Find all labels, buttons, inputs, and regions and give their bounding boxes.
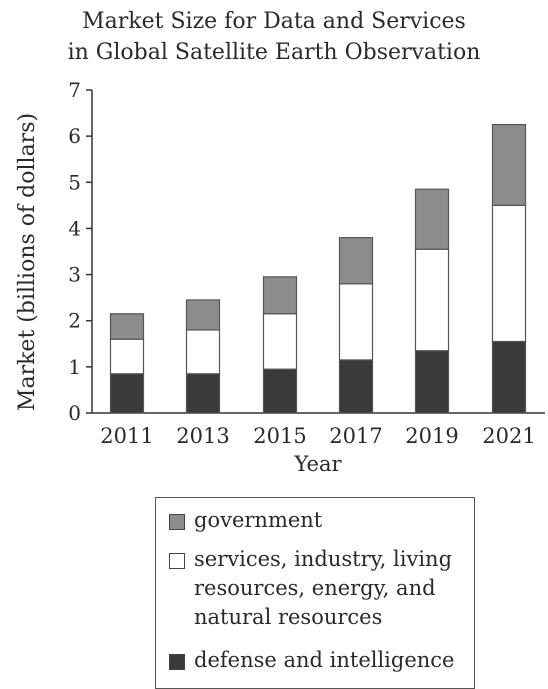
bar-segment (262, 368, 298, 414)
chart-title-line-2: in Global Satellite Earth Observation (67, 40, 481, 65)
bar-segment (262, 276, 298, 315)
x-tick-label: 2015 (253, 424, 306, 448)
bar-segment (491, 204, 527, 343)
x-tick-label: 2017 (329, 424, 382, 448)
y-tick-label: 6 (68, 124, 81, 148)
chart-title-line-1: Market Size for Data and Services (82, 9, 466, 34)
bar-segment (185, 329, 221, 375)
legend-swatch-services (169, 553, 185, 569)
bar-segment (185, 299, 221, 331)
y-tick-label: 0 (68, 401, 81, 425)
bar-segment (491, 124, 527, 206)
x-tick-label: 2019 (405, 424, 458, 448)
y-tick-label: 2 (68, 309, 81, 333)
x-tick-label: 2013 (176, 424, 229, 448)
bar-segment (109, 373, 145, 414)
legend-item-government: government (169, 506, 474, 535)
chart-title: Market Size for Data and Services in Glo… (0, 6, 548, 68)
y-tick-label: 5 (68, 170, 81, 194)
legend-label-defense: defense and intelligence (194, 648, 455, 672)
legend-item-defense: defense and intelligence (169, 646, 474, 675)
bar-segment (109, 313, 145, 340)
legend-swatch-defense (169, 654, 185, 670)
legend-label-services: services, industry, living resources, en… (194, 547, 453, 629)
y-tick-label: 4 (68, 216, 81, 240)
y-axis-label: Market (billions of dollars) (15, 113, 40, 411)
legend-item-services: services, industry, living resources, en… (169, 545, 474, 632)
x-tick-label: 2021 (482, 424, 535, 448)
legend-label-government: government (194, 508, 323, 532)
bar-segment (414, 248, 450, 352)
bar-segment (414, 188, 450, 250)
bar-segment (414, 350, 450, 414)
bar-segment (109, 338, 145, 375)
y-tick-label: 3 (68, 263, 81, 287)
bar-segment (262, 313, 298, 370)
y-tick-label: 7 (68, 78, 81, 102)
x-tick-label: 2011 (100, 424, 153, 448)
legend-swatch-government (169, 514, 185, 530)
bar-segment (338, 283, 374, 361)
bar-segment (338, 359, 374, 414)
bar-segment (491, 340, 527, 414)
legend: government services, industry, living re… (155, 497, 475, 689)
bar-segment (185, 373, 221, 414)
chart-plot: 0 1 2 3 4 5 6 7 2011 2013 2015 2017 2019 2021 Year Mark… (15, 78, 545, 476)
bar-segment (338, 237, 374, 285)
x-axis-label: Year (293, 452, 342, 476)
y-tick-label: 1 (68, 355, 81, 379)
